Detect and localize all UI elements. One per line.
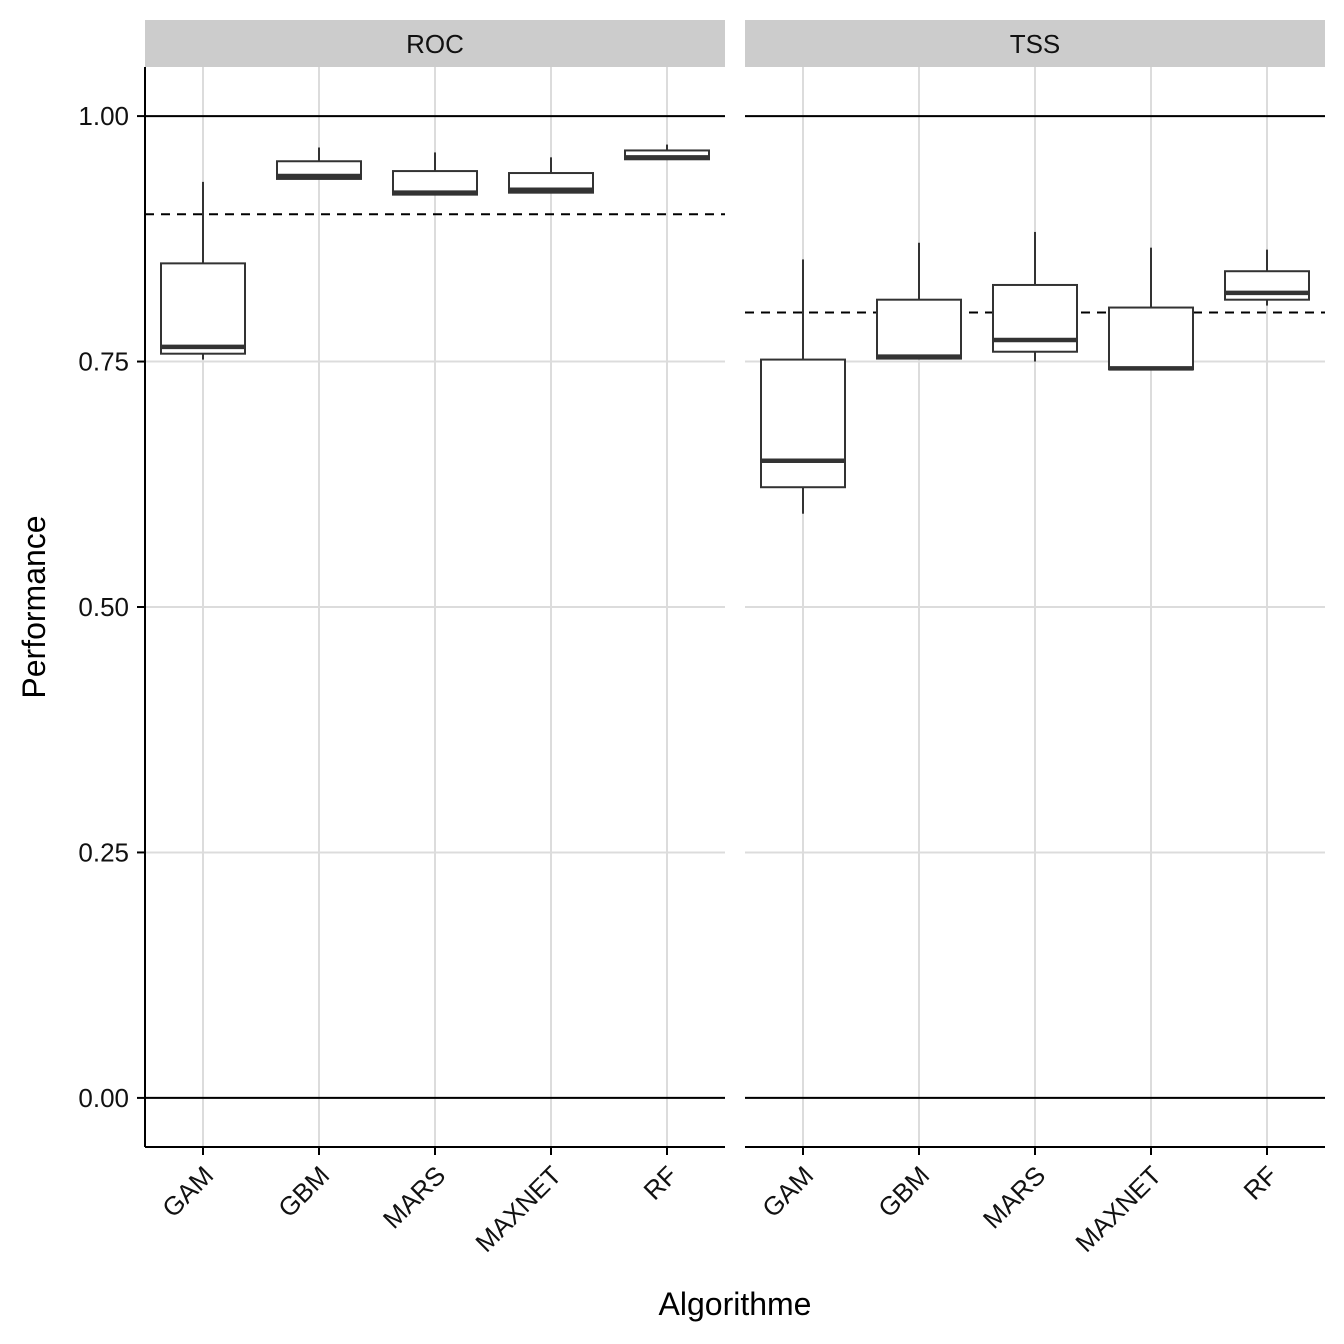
- x-tick-label: GAM: [156, 1160, 219, 1223]
- box-tss-maxnet: [1108, 247, 1194, 371]
- box-tss-gam: [760, 259, 846, 514]
- x-tick-label: MARS: [377, 1160, 451, 1234]
- facet-strip-label: TSS: [1010, 29, 1061, 59]
- facet-strips: ROC TSS: [145, 20, 1325, 67]
- y-tick-label: 0.50: [78, 592, 129, 622]
- facet-strip-roc: [145, 20, 725, 67]
- box-iqr: [876, 298, 962, 360]
- box-plots: [160, 144, 1310, 514]
- box-iqr: [160, 262, 246, 355]
- y-axis-title: Performance: [16, 515, 52, 698]
- x-tick-label: RF: [638, 1160, 684, 1206]
- box-iqr: [1224, 270, 1310, 301]
- y-tick-label: 0.25: [78, 837, 129, 867]
- x-axis-title: Algorithme: [659, 1286, 812, 1322]
- box-roc-gbm: [276, 147, 362, 180]
- x-tick-label: MAXNET: [469, 1160, 567, 1258]
- box-tss-mars: [992, 231, 1078, 362]
- box-iqr: [1108, 306, 1194, 371]
- box-iqr: [760, 358, 846, 489]
- y-tick-labels: 0.00 0.25 0.50 0.75 1.00: [78, 101, 129, 1113]
- x-tick-label: MARS: [977, 1160, 1051, 1234]
- x-tick-label: MAXNET: [1069, 1160, 1167, 1258]
- facet-strip-label: ROC: [406, 29, 464, 59]
- x-tick-label: GAM: [756, 1160, 819, 1223]
- axes: [137, 67, 1325, 1155]
- x-tick-label: GBM: [872, 1160, 935, 1223]
- y-tick-label: 0.00: [78, 1083, 129, 1113]
- x-tick-labels: GAM GBM MARS MAXNET RF GAM GBM MARS MAXNET RF: [156, 1160, 1283, 1258]
- x-tick-label: RF: [1238, 1160, 1284, 1206]
- box-roc-gam: [160, 181, 246, 360]
- y-tick-label: 1.00: [78, 101, 129, 131]
- y-tick-label: 0.75: [78, 347, 129, 377]
- facet-strip-tss: [745, 20, 1325, 67]
- grid-lines: [145, 67, 1325, 1147]
- box-tss-gbm: [876, 242, 962, 360]
- box-roc-rf: [624, 144, 710, 161]
- x-tick-label: GBM: [272, 1160, 335, 1223]
- box-tss-rf: [1224, 249, 1310, 306]
- box-roc-mars: [392, 152, 478, 196]
- box-roc-maxnet: [508, 157, 594, 194]
- threshold-lines: [145, 213, 1325, 314]
- reference-lines: [145, 115, 1325, 1099]
